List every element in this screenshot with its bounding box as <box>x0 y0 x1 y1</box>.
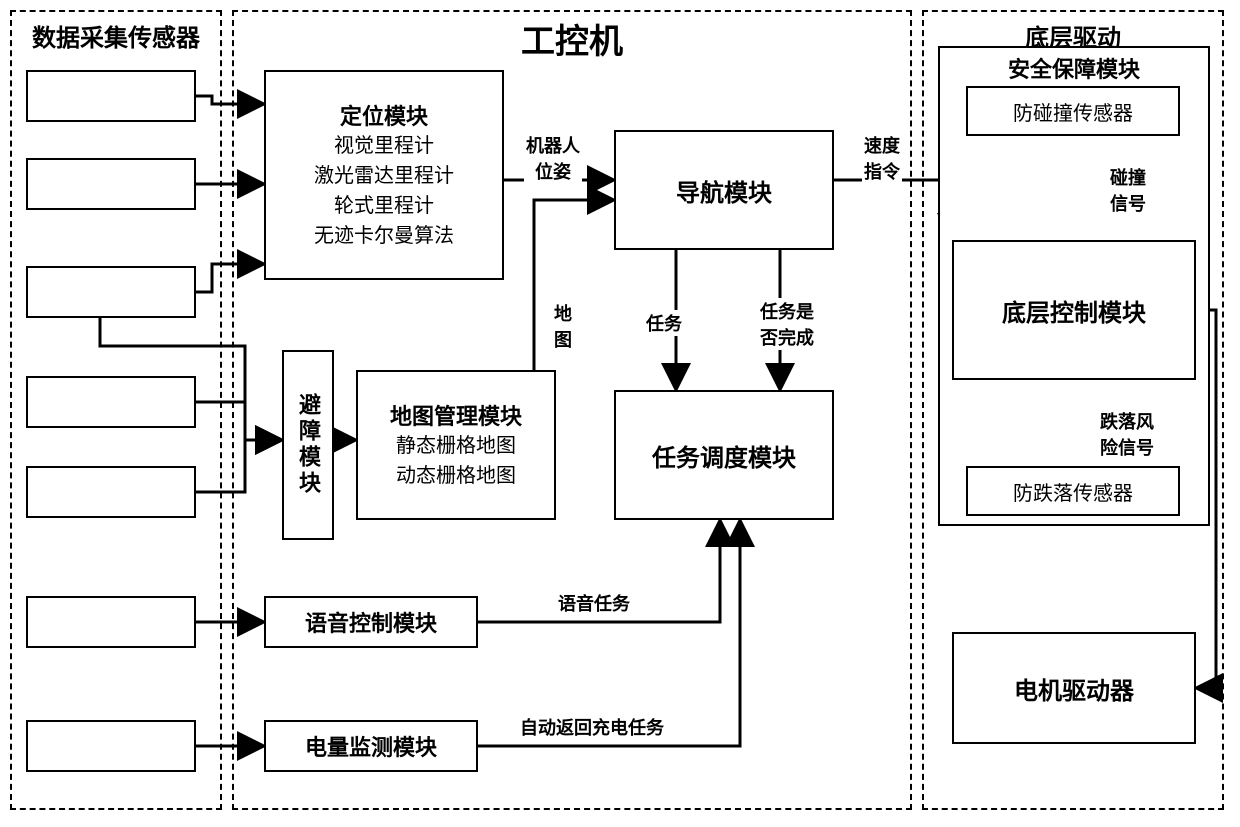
fall-sensor-title: 防跌落传感器 <box>1013 477 1133 506</box>
edge-label-task_done: 任务是否完成 <box>758 298 816 350</box>
nav-module-title: 导航模块 <box>676 173 772 208</box>
map-module: 地图管理模块静态栅格地图动态栅格地图 <box>356 370 556 520</box>
sensor-box-4 <box>26 466 196 518</box>
edge-label-voice_task: 语音任务 <box>556 590 632 616</box>
panel-ipc-title: 工控机 <box>234 14 910 63</box>
locate-module-line: 无迹卡尔曼算法 <box>314 221 454 251</box>
edge-label-collision_sig: 碰撞信号 <box>1108 164 1148 216</box>
task-module-title: 任务调度模块 <box>652 438 796 473</box>
locate-module-body: 视觉里程计激光雷达里程计轮式里程计无迹卡尔曼算法 <box>314 131 454 251</box>
obstacle-module: 避障模块 <box>282 350 334 540</box>
edge-label-charge_task: 自动返回充电任务 <box>518 714 666 740</box>
low-level-control-title: 底层控制模块 <box>1002 293 1146 328</box>
map-module-title: 地图管理模块 <box>390 399 522 431</box>
task-module: 任务调度模块 <box>614 390 834 520</box>
obstacle-module-title: 避障模块 <box>292 393 324 497</box>
edge-label-robot_pose: 机器人位姿 <box>524 132 582 184</box>
map-module-body: 静态栅格地图动态栅格地图 <box>396 431 516 491</box>
safety-module-title: 安全保障模块 <box>1008 52 1140 84</box>
fall-sensor: 防跌落传感器 <box>966 466 1180 516</box>
voice-module: 语音控制模块 <box>264 596 478 648</box>
locate-module-line: 激光雷达里程计 <box>314 161 454 191</box>
locate-module-line: 视觉里程计 <box>334 131 434 161</box>
motor-driver: 电机驱动器 <box>952 632 1196 744</box>
voice-module-title: 语音控制模块 <box>305 606 437 638</box>
sensor-box-6 <box>26 720 196 772</box>
map-module-line: 静态栅格地图 <box>396 431 516 461</box>
edge-label-map: 地图 <box>552 300 574 352</box>
nav-module: 导航模块 <box>614 130 834 250</box>
sensor-box-2 <box>26 266 196 318</box>
sensor-box-3 <box>26 376 196 428</box>
edge-label-speed_cmd: 速度指令 <box>862 132 902 184</box>
locate-module-line: 轮式里程计 <box>334 191 434 221</box>
battery-module-title: 电量监测模块 <box>305 730 437 762</box>
sensor-box-5 <box>26 596 196 648</box>
map-module-line: 动态栅格地图 <box>396 461 516 491</box>
battery-module: 电量监测模块 <box>264 720 478 772</box>
locate-module-title: 定位模块 <box>340 99 428 131</box>
locate-module: 定位模块视觉里程计激光雷达里程计轮式里程计无迹卡尔曼算法 <box>264 70 504 280</box>
collision-sensor: 防碰撞传感器 <box>966 86 1180 136</box>
edge-label-task: 任务 <box>644 310 684 336</box>
low-level-control: 底层控制模块 <box>952 240 1196 380</box>
panel-sensors-title: 数据采集传感器 <box>12 18 220 53</box>
motor-driver-title: 电机驱动器 <box>1014 671 1134 706</box>
sensor-box-1 <box>26 158 196 210</box>
edge-label-fall_sig: 跌落风险信号 <box>1098 408 1156 460</box>
sensor-box-0 <box>26 70 196 122</box>
collision-sensor-title: 防碰撞传感器 <box>1013 97 1133 126</box>
